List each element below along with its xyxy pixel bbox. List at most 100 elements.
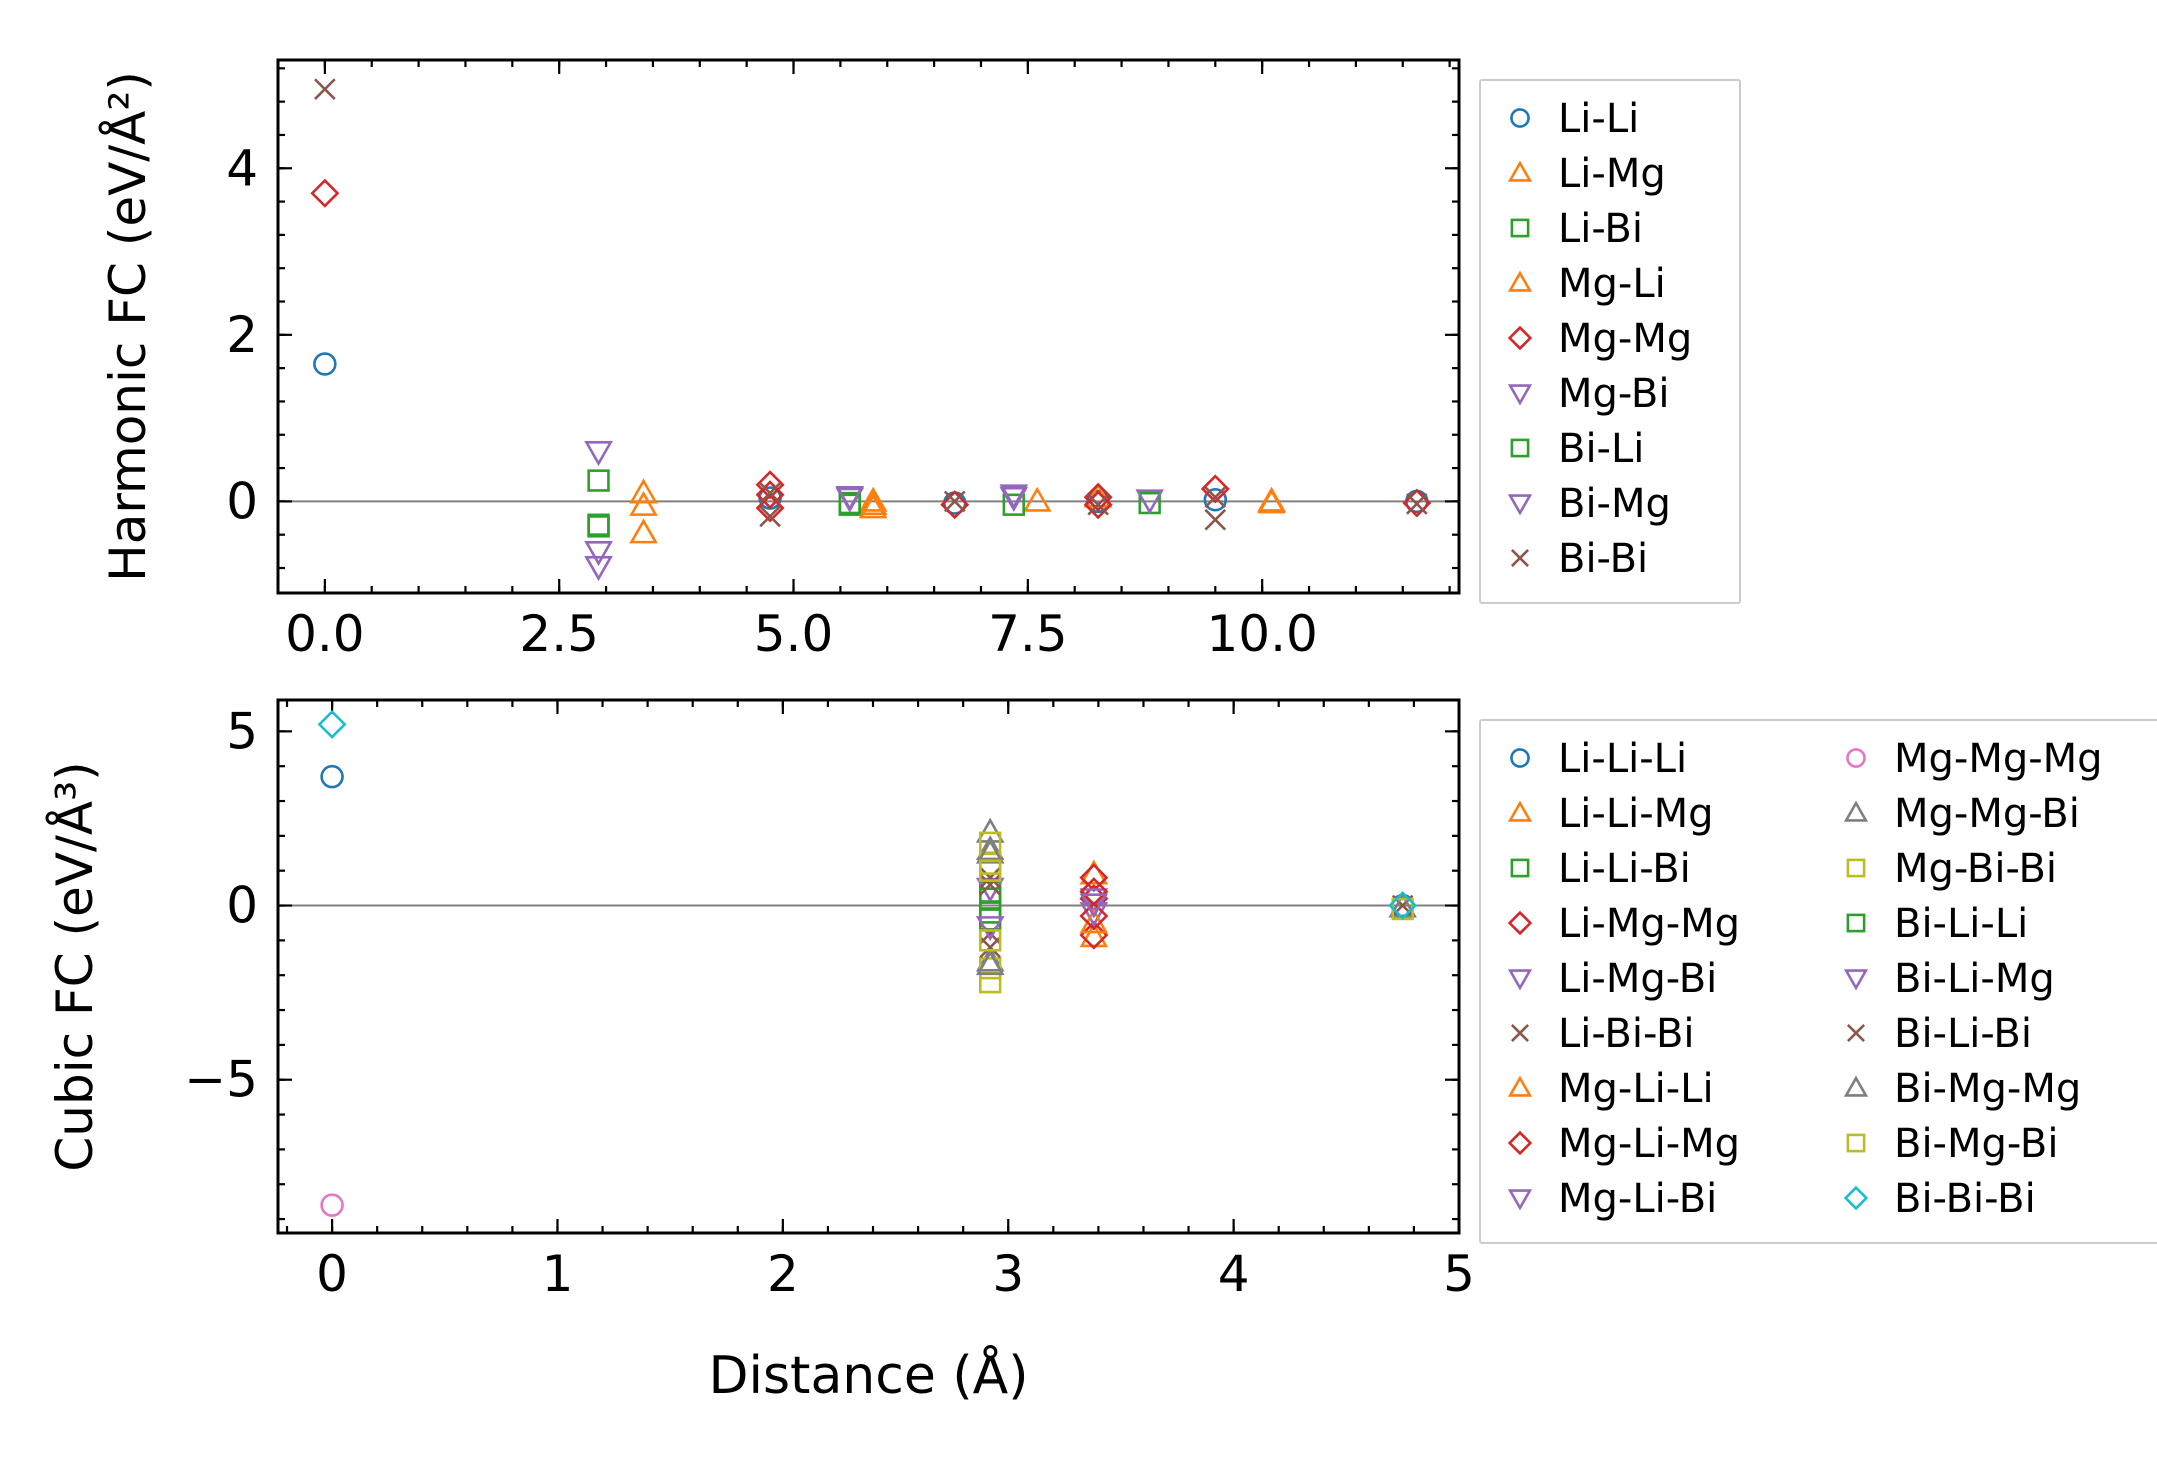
legend-marker-mg-mg-mg [1846, 748, 1866, 768]
x-tick-label: 0 [316, 1245, 348, 1303]
cubic-fc-panel: 0 1 2 3 4 5 −5 0 5 Cubic FC (eV/Å³) Distance (Å)… [46, 698, 2157, 1406]
legend-frame [1479, 79, 1741, 604]
marker-mg-mg [1200, 474, 1230, 504]
legend-label-mg-mg-bi: Mg-Mg-Bi [1894, 791, 2080, 837]
marker-bi-mg-bi [979, 929, 1002, 952]
marker-li-bi [1002, 493, 1025, 516]
marker-mg-bi-bi [979, 970, 1002, 994]
legend-marker-mg-li [1507, 270, 1533, 292]
legend-label-mg-li-mg: Mg-Li-Mg [1558, 1121, 1740, 1167]
marker-mg-mg-bi [975, 835, 1005, 861]
marker-bi-mg [584, 555, 613, 582]
marker-mg-mg [310, 178, 340, 208]
x-tick-label: 0.0 [285, 605, 365, 663]
legend-marker-bi-li [1510, 438, 1530, 458]
marker-mg-mg [755, 493, 785, 523]
marker-bi-mg-bi [979, 859, 1002, 882]
marker-mg-li-bi [1079, 893, 1109, 919]
marker-mg-bi [584, 540, 613, 567]
marker-li-bi [587, 469, 610, 492]
marker-li-mg [629, 518, 658, 544]
marker-mg-mg-mg [320, 1193, 344, 1217]
axis-ticks: 0.0 2.5 5.0 7.5 10.0 0 2 4 [226, 60, 1459, 663]
legend-marker-mg-li-mg [1507, 1130, 1533, 1156]
marker-bi-bi [1087, 493, 1109, 516]
legend-label-bi-li-li: Bi-Li-Li [1894, 901, 2028, 947]
y-axis-label: Harmonic FC (eV/Å²) [99, 71, 157, 582]
y-tick-label: 5 [226, 702, 258, 760]
marker-mg-li [858, 490, 888, 516]
marker-bi-li-bi [979, 936, 1002, 959]
marker-bi-li-mg [975, 916, 1005, 942]
marker-bi-bi [314, 78, 336, 100]
marker-bi-bi [759, 505, 781, 528]
marker-bi-li-bi [979, 873, 1002, 896]
legend-marker-li-li [1510, 108, 1530, 128]
legend-marker-li-mg-bi [1507, 969, 1533, 991]
legend-marker-mg-li-li [1507, 1075, 1533, 1097]
legend-marker-bi-mg-bi [1846, 1133, 1866, 1153]
x-tick-label: 5.0 [754, 605, 834, 663]
marker-li-mg [858, 493, 888, 519]
marker-bi-li-li [979, 887, 1002, 910]
legend-label-mg-bi-bi: Mg-Bi-Bi [1894, 846, 2057, 892]
x-tick-label: 2.5 [519, 605, 599, 663]
marker-li-li [1203, 487, 1228, 512]
y-tick-label: −5 [184, 1051, 258, 1109]
legend-marker-li-mg-mg [1507, 910, 1533, 936]
x-tick-label: 3 [992, 1245, 1024, 1303]
marker-bi-bi [759, 482, 781, 504]
marker-mg-li-mg [1079, 877, 1109, 907]
plot-frame [276, 698, 1461, 1235]
y-tick-label: 0 [226, 877, 258, 935]
x-tick-label: 2 [767, 1245, 799, 1303]
y-tick-label: 2 [226, 306, 258, 364]
y-axis-label: Cubic FC (eV/Å³) [46, 761, 104, 1171]
marker-mg-li [1257, 486, 1286, 512]
legend-marker-bi-mg [1507, 494, 1533, 516]
x-tick-label: 4 [1218, 1245, 1250, 1303]
legend-label-bi-li-mg: Bi-Li-Mg [1894, 956, 2055, 1002]
legend-label-bi-mg: Bi-Mg [1558, 481, 1671, 527]
legend-marker-bi-li-bi [1846, 1023, 1866, 1043]
x-axis-label: Distance (Å) [708, 1344, 1028, 1406]
legend-frame [1479, 719, 2157, 1244]
legend-label-li-li-li: Li-Li-Li [1558, 736, 1687, 782]
marker-bi-mg [999, 484, 1029, 510]
legend: Li-Li-Li Li-Li-Mg Li-Li-Bi Li-Mg-Mg Li-Mg-Bi… [1479, 719, 2157, 1244]
legend-marker-bi-li-li [1846, 913, 1866, 933]
legend-marker-bi-mg-mg [1843, 1075, 1869, 1097]
marker-bi-li-li [979, 901, 1002, 924]
legend-label-bi-mg-mg: Bi-Mg-Mg [1894, 1066, 2081, 1112]
legend-marker-li-li-mg [1507, 800, 1533, 822]
marker-bi-bi [1204, 486, 1227, 509]
marker-mg-bi [584, 441, 613, 467]
marker-mg-mg-bi [975, 946, 1005, 972]
data-markers [317, 709, 1418, 1217]
legend: Li-Li Li-Mg Li-Bi Mg-Li Mg-Mg Mg-Bi Bi-Li Bi-Mg… [1479, 79, 1741, 604]
legend-label-li-bi: Li-Bi [1558, 206, 1643, 252]
legend-marker-li-bi [1510, 218, 1530, 238]
marker-bi-bi-bi [1388, 891, 1418, 921]
marker-mg-mg [940, 490, 970, 520]
legend-label-mg-mg-mg: Mg-Mg-Mg [1894, 736, 2103, 782]
legend-marker-li-li-li [1510, 748, 1530, 768]
marker-mg-li [629, 490, 658, 516]
marker-mg-mg [755, 470, 785, 500]
legend-marker-mg-mg-bi [1843, 800, 1869, 822]
legend-marker-mg-bi [1507, 384, 1533, 406]
marker-mg-mg [1083, 482, 1113, 512]
legend-label-li-li-bi: Li-Li-Bi [1558, 846, 1691, 892]
marker-mg-li-mg [1079, 901, 1109, 931]
legend-label-mg-li-li: Mg-Li-Li [1558, 1066, 1714, 1112]
marker-bi-bi-bi [317, 709, 347, 739]
marker-mg-mg [755, 480, 785, 510]
legend-label-mg-li-bi: Mg-Li-Bi [1558, 1176, 1717, 1222]
legend-label-li-li-mg: Li-Li-Mg [1558, 791, 1714, 837]
marker-bi-li [587, 513, 610, 536]
marker-mg-mg [1402, 488, 1432, 518]
marker-bi-mg [835, 486, 865, 512]
legend-label-mg-li: Mg-Li [1558, 261, 1666, 307]
